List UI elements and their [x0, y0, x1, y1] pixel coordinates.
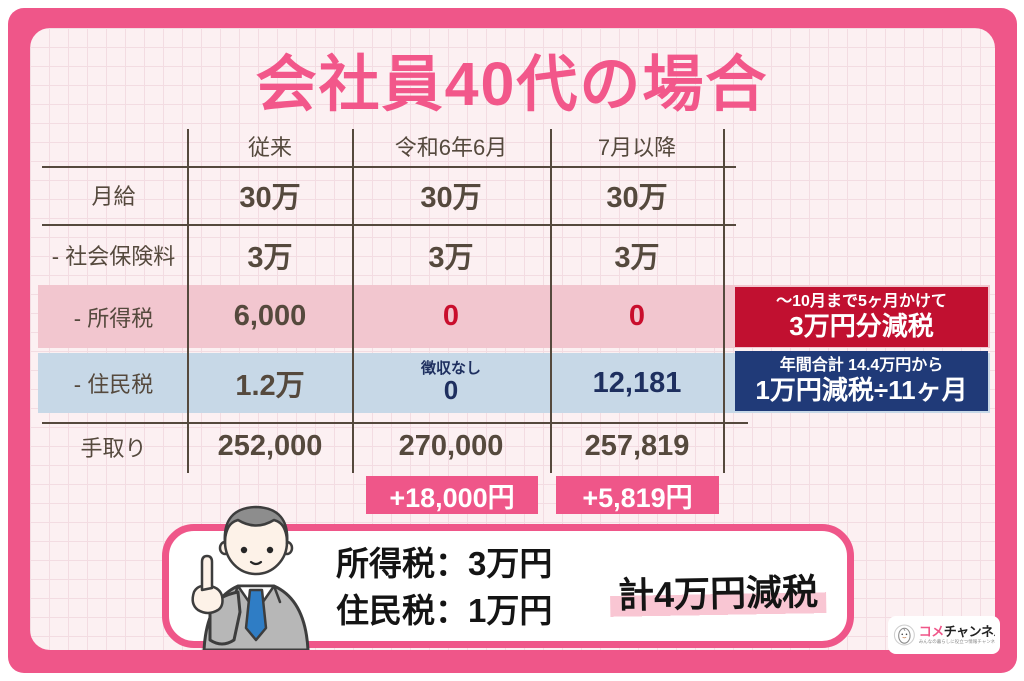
page-title: 会社員40代の場合 — [255, 50, 769, 118]
income-tax-callout: ～10月まで5ヶ月かけて 3万円分減税 — [735, 287, 988, 347]
cell-salary-july: 30万 — [606, 182, 668, 214]
col-header-june-reiwa6: 令和6年6月 — [394, 135, 508, 160]
table-rule-vertical — [352, 129, 354, 473]
gain-badge-july: +5,819円 — [556, 476, 719, 514]
cell-insurance-july: 3万 — [614, 241, 660, 274]
cell-resident-tax-july: 12,181 — [592, 366, 682, 399]
summary-income-tax: 所得税：3万円 — [336, 545, 553, 582]
table-rule-horizontal — [42, 224, 736, 226]
table-rule-vertical — [187, 129, 189, 473]
resident-tax-callout: 年間合計 14.4万円から 1万円減税÷11ヶ月 — [735, 351, 988, 411]
logo-name-channel: チャンネル — [943, 625, 995, 640]
table-rule-vertical — [723, 129, 725, 473]
col-header-july-onward: 7月以降 — [597, 135, 677, 160]
cell-resident-tax-june: 徴収なし 0 — [354, 354, 548, 412]
row-label-income-tax: - 所得税 — [73, 305, 154, 331]
cell-income-tax-june: 0 — [442, 300, 460, 332]
table-rule-horizontal — [42, 422, 748, 424]
row-label-monthly-salary: 月給 — [91, 184, 136, 209]
channel-logo: コメチャンネル みんなの暮らしに役立つ情報チャンネル — [888, 616, 1000, 654]
row-label-social-insurance: - 社会保険料 — [51, 243, 176, 269]
income-tax-callout-line2: 3万円分減税 — [789, 310, 934, 341]
cell-take-home-conventional: 252,000 — [217, 430, 323, 462]
row-label-resident-tax: - 住民税 — [73, 372, 154, 397]
no-collection-note: 徴収なし — [420, 360, 481, 378]
cell-take-home-june: 270,000 — [398, 430, 504, 462]
cell-insurance-june: 3万 — [428, 241, 474, 274]
logo-name: コメチャンネル — [919, 625, 995, 639]
total-reduction: 計4万円減税 — [609, 563, 827, 619]
summary-resident-tax: 住民税：1万円 — [336, 592, 553, 629]
resident-tax-callout-line2: 1万円減税÷11ヶ月 — [755, 374, 968, 405]
cell-insurance-conventional: 3万 — [247, 241, 293, 274]
logo-name-kome: コメ — [918, 625, 945, 640]
cell-take-home-july: 257,819 — [584, 430, 690, 462]
cell-income-tax-july: 0 — [628, 300, 646, 332]
total-reduction-highlight: 計4万円減税 — [609, 563, 827, 619]
cell-salary-june: 30万 — [420, 182, 482, 214]
summary-text: 所得税：3万円 住民税：1万円 — [336, 540, 552, 634]
rice-mascot-icon — [893, 624, 915, 646]
table-rule-horizontal — [42, 166, 736, 168]
table-rule-vertical — [550, 129, 552, 473]
row-label-take-home: 手取り — [80, 435, 147, 461]
cell-salary-conventional: 30万 — [239, 182, 301, 214]
logo-text: コメチャンネル みんなの暮らしに役立つ情報チャンネル — [919, 625, 995, 644]
gain-badge-june: +18,000円 — [366, 476, 538, 514]
resident-tax-callout-line1: 年間合計 14.4万円から — [779, 357, 944, 375]
resident-tax-june-value: 0 — [443, 375, 459, 406]
income-tax-callout-line1: ～10月まで5ヶ月かけて — [776, 293, 947, 311]
businessman-illustration — [191, 505, 310, 650]
cell-resident-tax-conventional: 1.2万 — [235, 370, 305, 402]
cell-income-tax-conventional: 6,000 — [233, 300, 307, 332]
col-header-conventional: 従来 — [247, 135, 292, 160]
logo-tagline: みんなの暮らしに役立つ情報チャンネル — [918, 638, 995, 644]
